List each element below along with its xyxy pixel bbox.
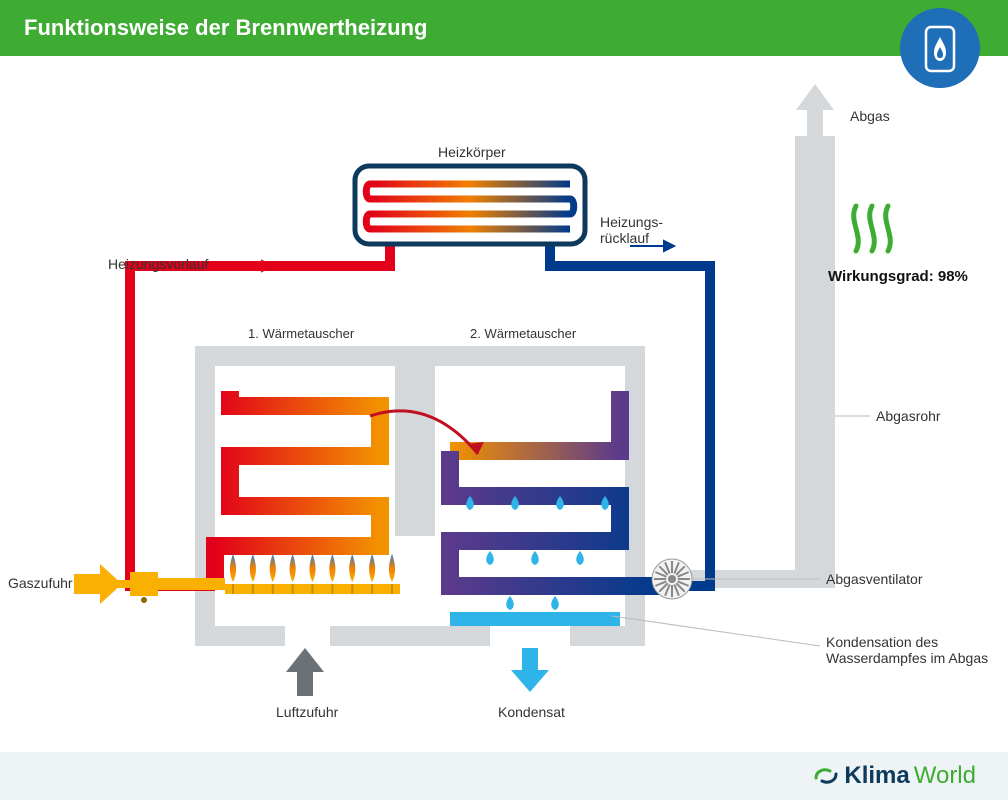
label-condensation: Kondensation des Wasserdampfes im Abgas: [826, 634, 988, 666]
boiler-flame-icon: [919, 23, 961, 73]
label-fluegas: Abgas: [850, 108, 890, 124]
header-bar: Funktionsweise der Brennwertheizung: [0, 0, 1008, 56]
label-flow: Heizungsvorlauf: [108, 256, 208, 272]
fluegas-arrow: [796, 84, 834, 140]
condensate-arrow: [511, 648, 549, 692]
label-air: Luftzufuhr: [276, 704, 338, 720]
fan-icon: [652, 559, 692, 599]
heating-badge: [900, 8, 980, 88]
label-hx2: 2. Wärmetauscher: [470, 326, 576, 341]
brand-logo: KlimaWorld: [812, 762, 976, 790]
footer-bar: KlimaWorld: [0, 752, 1008, 800]
label-return: Heizungs- rücklauf: [600, 214, 663, 246]
diagram-canvas: Heizkörper Heizungsvorlauf Heizungs- rüc…: [0, 56, 1008, 752]
heatwave-icon: [854, 206, 891, 251]
label-hx1: 1. Wärmetauscher: [248, 326, 354, 341]
hx1-coil: [215, 391, 380, 586]
label-condensate: Kondensat: [498, 704, 565, 720]
label-gas: Gaszufuhr: [8, 575, 73, 591]
air-arrow: [286, 648, 324, 696]
logo-text-2: World: [914, 762, 976, 790]
label-radiator: Heizkörper: [438, 144, 506, 160]
radiator: [355, 166, 585, 244]
page-title: Funktionsweise der Brennwertheizung: [24, 15, 427, 41]
logo-text-1: Klima: [844, 762, 909, 790]
label-fluepipe: Abgasrohr: [876, 408, 941, 424]
label-fan: Abgasventilator: [826, 571, 923, 587]
efficiency-text: Wirkungsgrad: 98%: [828, 268, 968, 285]
burner: [225, 554, 400, 594]
logo-swirl-icon: [812, 764, 840, 788]
flue-pipe: [795, 136, 835, 586]
condensate-tray: [450, 612, 620, 626]
